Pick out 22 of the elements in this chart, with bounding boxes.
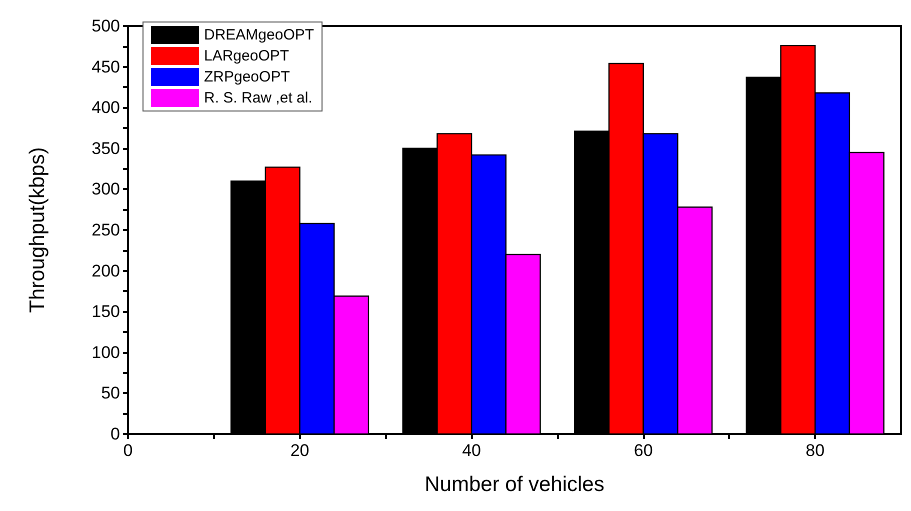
y-tick-label: 150 [92,302,120,322]
y-tick-label: 500 [92,16,120,36]
y-tick-label: 400 [92,98,120,118]
legend-label: LARgeoOPT [204,48,290,64]
x-tick-label: 80 [806,441,825,460]
y-tick-label: 50 [101,384,120,403]
x-tick-label: 60 [634,441,653,460]
y-tick-label: 200 [92,261,120,280]
y-tick-label: 0 [110,424,120,444]
x-tick-label: 40 [462,441,482,460]
y-tick-label: 100 [92,342,120,362]
legend-label: DREAMgeoOPT [204,26,314,44]
x-axis-title: Number of vehicles [424,473,604,496]
legend-label: R. S. Raw ,et al. [204,90,312,106]
y-tick-label: 250 [92,220,120,240]
x-tick-label: 0 [123,441,133,460]
x-tick-label: 20 [290,441,310,460]
y-axis-title: Throughput(kbps) [26,147,49,313]
y-tick-label: 450 [92,57,120,76]
y-tick-label: 350 [92,138,120,158]
y-tick-label: 300 [92,180,120,199]
legend-label: ZRPgeoOPT [204,68,290,86]
